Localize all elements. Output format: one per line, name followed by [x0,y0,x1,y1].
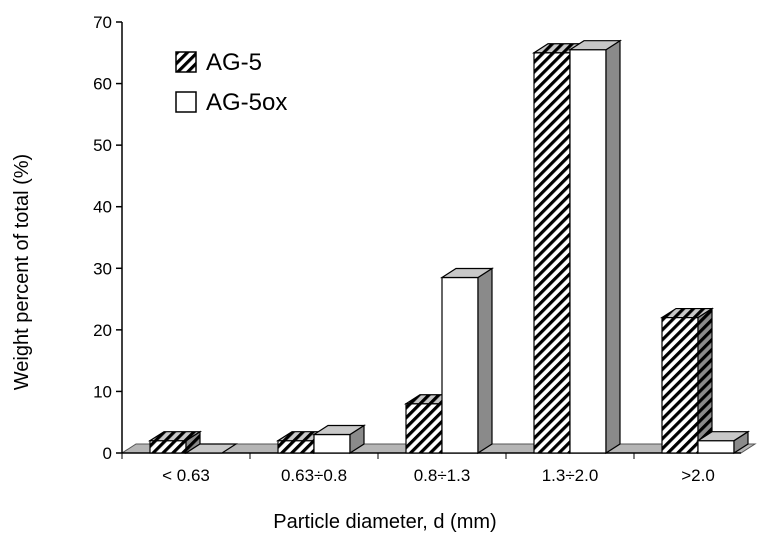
legend-item: AG-5 [175,49,262,76]
bar [147,430,203,455]
bar-top [695,431,751,442]
x-tick-label: 0.63÷0.8 [281,466,347,485]
bar-front [277,440,315,454]
bar [183,443,239,454]
y-tick-label: 0 [103,444,112,463]
y-tick-label: 70 [93,13,112,32]
legend: AG-5 AG-5ox [175,49,287,116]
y-axis: 0 10 20 30 40 50 60 70 [93,13,123,463]
bar-front [569,49,607,454]
bar [311,424,367,455]
bar-side [697,307,713,455]
bar-front [149,440,187,454]
y-tick-label: 10 [93,382,112,401]
y-tick-label: 30 [93,259,112,278]
y-tick-label: 50 [93,136,112,155]
bar-front [405,403,443,454]
bar [695,430,751,455]
x-tick-label: >2.0 [681,466,715,485]
bar-front [661,316,699,454]
bar-top [147,431,203,442]
legend-label: AG-5 [206,49,262,76]
bar-top [311,424,367,436]
bar-side [477,267,493,455]
x-tick-labels: < 0.63 0.63÷0.8 0.8÷1.3 1.3÷2.0 >2.0 [121,453,715,485]
bar [567,39,623,455]
x-tick-label: 1.3÷2.0 [542,466,599,485]
bar-side [605,39,621,455]
legend-label: AG-5ox [206,89,287,116]
y-tick-label: 40 [93,198,112,217]
bars [147,39,751,455]
bar-top [659,307,715,319]
legend-item: AG-5ox [175,89,287,116]
bar [439,267,495,455]
y-tick-label: 20 [93,321,112,340]
legend-swatch [175,91,197,113]
legend-swatch [175,51,197,73]
bar-front [697,440,735,454]
bar-top [439,267,495,279]
bar-top [183,443,239,454]
x-tick-label: 0.8÷1.3 [414,466,471,485]
x-axis-title: Particle diameter, d (mm) [273,511,496,533]
bar-front [313,433,351,454]
bar-top [567,40,623,51]
y-tick-label: 60 [93,75,112,94]
bar-front [441,276,479,454]
x-tick-label: < 0.63 [162,466,210,485]
y-axis-title: Weight percent of total (%) [11,154,33,390]
bar [659,307,715,455]
bar-front [533,52,571,454]
